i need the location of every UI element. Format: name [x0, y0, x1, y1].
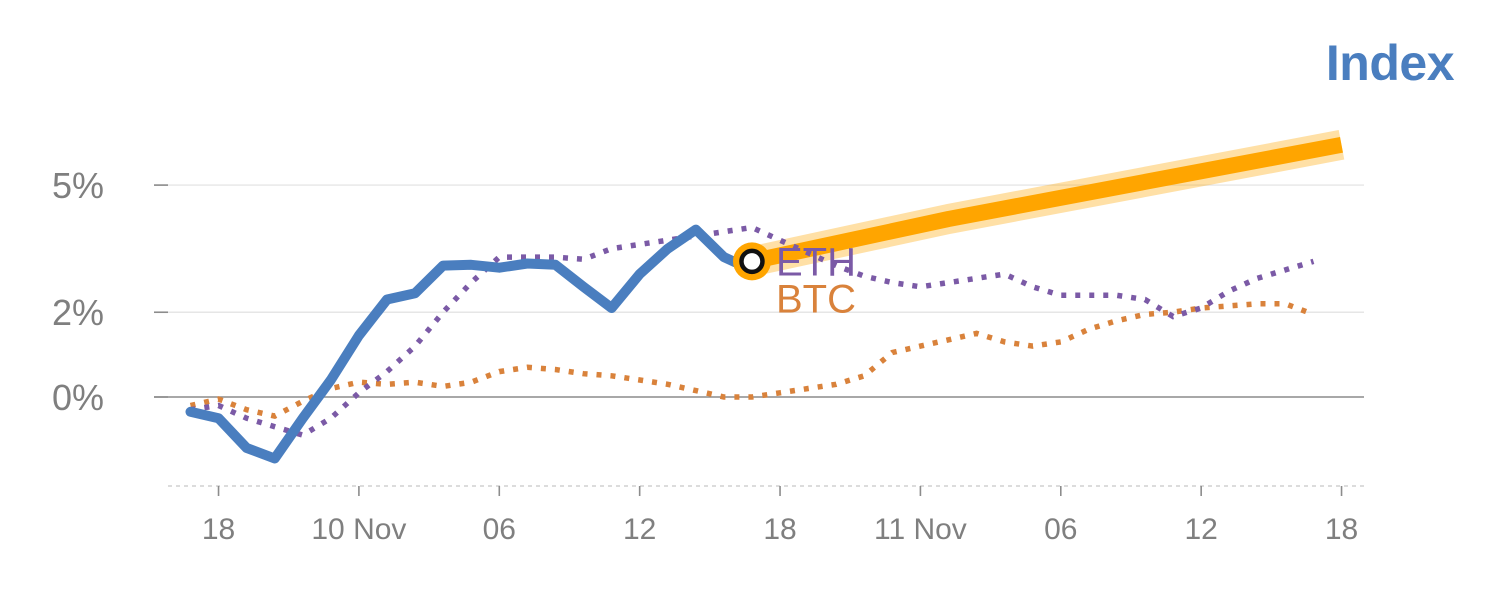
- y-tick-label: 5%: [52, 165, 104, 206]
- series-layer: [185, 130, 1345, 464]
- eth-series-label: ETH: [776, 240, 856, 284]
- x-tick-label: 18: [1325, 513, 1358, 546]
- axis-layer: 5% 2% 0% 18 10 Nov 06 12 18 11 Nov 06 12 18: [52, 165, 1364, 546]
- btc-series-label: BTC: [776, 277, 856, 321]
- y-tick-label: 0%: [52, 377, 104, 418]
- chart-title: Index: [1325, 35, 1455, 91]
- x-tick-label: 06: [1044, 513, 1077, 546]
- current-point-marker-center: [739, 248, 765, 275]
- eth-series-line: [190, 224, 1315, 439]
- x-tick-label: 11 Nov: [874, 513, 967, 546]
- x-tick-label: 06: [483, 513, 516, 546]
- x-tick-label: 12: [1184, 513, 1217, 546]
- index-series-line: [185, 224, 757, 464]
- x-tick-label: 18: [763, 513, 796, 546]
- btc-series-line: [189, 301, 1315, 420]
- x-tick-label: 12: [623, 513, 656, 546]
- x-tick-label: 18: [202, 513, 235, 546]
- x-tick-label: 10 Nov: [311, 513, 406, 546]
- y-tick-label: 2%: [52, 292, 104, 333]
- projection-band: [750, 136, 1343, 270]
